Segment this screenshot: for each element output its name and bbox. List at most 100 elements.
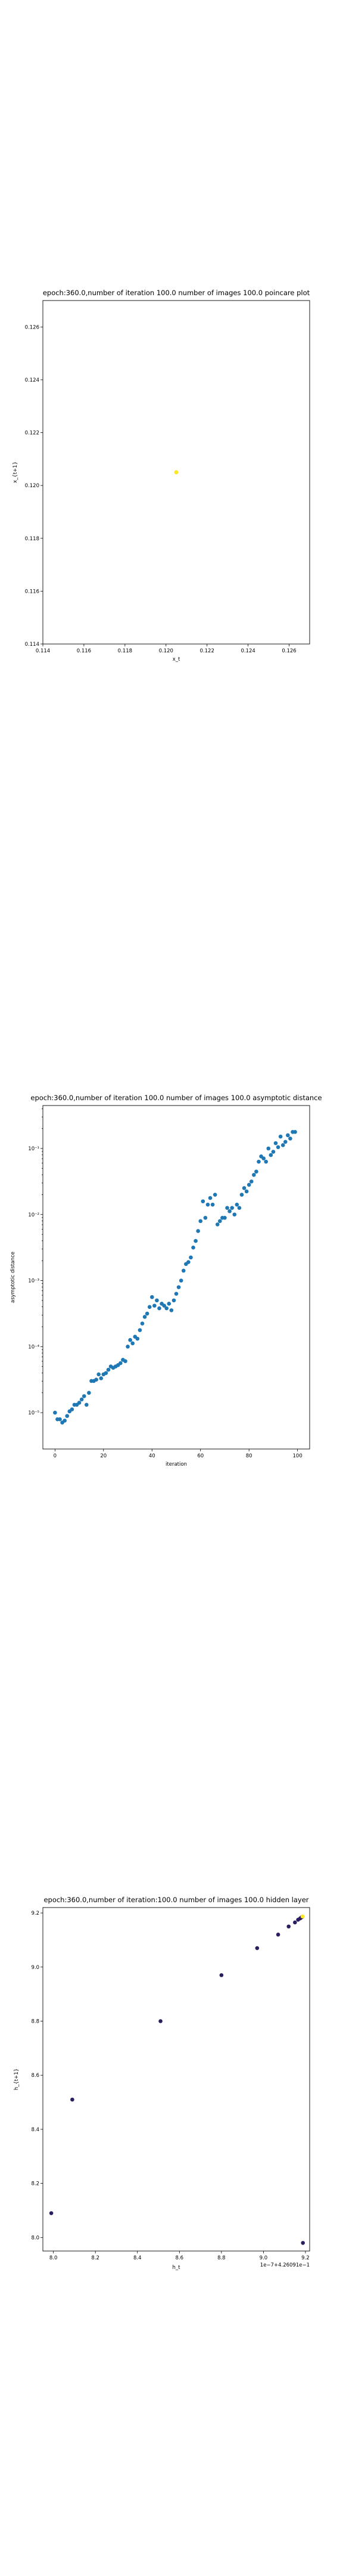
- data-point: [174, 1292, 179, 1296]
- data-point: [261, 1156, 266, 1160]
- data-point: [145, 1311, 149, 1316]
- data-point: [249, 1179, 254, 1184]
- data-point: [169, 1308, 174, 1312]
- data-point: [155, 1298, 159, 1303]
- data-point: [181, 1268, 186, 1273]
- data-point: [53, 1410, 57, 1415]
- data-point: [82, 1394, 86, 1398]
- data-point: [242, 1186, 247, 1190]
- y-axis-label: asymptotic distance: [10, 1252, 16, 1303]
- data-point: [77, 1401, 82, 1405]
- data-point: [239, 1193, 244, 1197]
- data-point: [158, 2019, 163, 2023]
- data-point: [186, 1260, 191, 1264]
- data-point: [213, 1193, 217, 1197]
- y-axis-label: h_{t+1}: [14, 2069, 20, 2090]
- data-point: [286, 1924, 291, 1929]
- data-point: [232, 1212, 237, 1217]
- y-tick-label: 8.6: [31, 2073, 39, 2079]
- data-point: [152, 1304, 157, 1308]
- data-point: [79, 1397, 84, 1402]
- x-tick-label: 0.116: [77, 648, 91, 654]
- data-point: [288, 1137, 292, 1141]
- data-point: [205, 1202, 210, 1207]
- data-point: [157, 1306, 161, 1311]
- data-point: [293, 1920, 297, 1925]
- y-tick-label: 10⁻⁵: [28, 1410, 39, 1416]
- data-point: [276, 1933, 280, 1937]
- data-point: [235, 1202, 239, 1207]
- asymptotic-title: epoch:360.0,number of iteration 100.0 nu…: [30, 1094, 322, 1102]
- data-point: [286, 1133, 290, 1138]
- y-tick-label: 0.126: [25, 324, 39, 330]
- poincare-axes-frame: [42, 300, 310, 645]
- data-point: [174, 470, 179, 475]
- y-tick-label: 0.114: [25, 642, 39, 648]
- data-point: [219, 1973, 224, 1977]
- data-point: [172, 1298, 176, 1303]
- data-point: [201, 1199, 205, 1203]
- hidden-layer-plot: epoch:360.0,number of iteration:100.0 nu…: [14, 1896, 310, 2271]
- y-tick-label: 10⁻⁴: [28, 1344, 39, 1350]
- data-point: [276, 1145, 280, 1150]
- y-tick-label: 0.116: [25, 589, 39, 595]
- data-point: [218, 1219, 222, 1224]
- data-point: [142, 1315, 147, 1319]
- y-tick-label: 10⁻¹: [28, 1146, 39, 1152]
- data-point: [254, 1169, 258, 1174]
- data-point: [247, 1182, 251, 1187]
- data-point: [257, 1159, 261, 1164]
- data-point: [135, 1336, 140, 1341]
- x-tick-label: 60: [197, 1453, 204, 1459]
- y-tick-label: 10⁻³: [28, 1278, 39, 1284]
- data-point: [271, 1150, 276, 1154]
- data-point: [194, 1239, 198, 1243]
- hidden-layer-axes-frame: [42, 1907, 310, 2252]
- data-point: [196, 1229, 200, 1233]
- data-point: [104, 1371, 108, 1375]
- poincare-title: epoch:360.0,number of iteration 100.0 nu…: [43, 289, 310, 297]
- data-point: [189, 1255, 193, 1260]
- x-tick-label: 8.4: [133, 2255, 142, 2261]
- data-point: [140, 1321, 145, 1326]
- y-tick-label: 0.120: [25, 483, 39, 489]
- x-tick-label: 80: [246, 1453, 252, 1459]
- data-point: [280, 1143, 285, 1147]
- data-point: [162, 1304, 166, 1308]
- poincare-plot: epoch:360.0,number of iteration 100.0 nu…: [13, 289, 310, 662]
- data-point: [300, 1914, 305, 1919]
- x-tick-label: 0.122: [200, 648, 214, 654]
- y-tick-label: 8.2: [31, 2181, 39, 2187]
- data-point: [176, 1285, 181, 1289]
- x-tick-label: 0.118: [118, 648, 132, 654]
- data-point: [227, 1209, 232, 1213]
- data-point: [106, 1367, 111, 1372]
- x-tick-label: 0.126: [282, 648, 296, 654]
- data-point: [119, 1361, 123, 1366]
- data-point: [210, 1202, 215, 1207]
- data-point: [123, 1359, 127, 1363]
- data-point: [167, 1302, 172, 1306]
- data-point: [269, 1153, 273, 1157]
- x-tick-label: 9.2: [301, 2255, 310, 2261]
- data-point: [63, 1419, 67, 1423]
- x-tick-label: 20: [100, 1453, 107, 1459]
- hidden-layer-title: epoch:360.0,number of iteration:100.0 nu…: [43, 1896, 308, 1904]
- data-point: [225, 1206, 229, 1210]
- data-point: [65, 1414, 70, 1418]
- x-axis-label: h_t: [173, 2265, 181, 2271]
- data-point: [223, 1216, 227, 1220]
- x-tick-label: 8.8: [217, 2255, 226, 2261]
- x-tick-label: 0.120: [159, 648, 173, 654]
- y-tick-label: 0.124: [25, 377, 39, 383]
- x-tick-label: 0.114: [36, 648, 50, 654]
- data-point: [244, 1189, 249, 1194]
- y-tick-label: 8.4: [31, 2127, 39, 2133]
- asymptotic-distance-plot: epoch:360.0,number of iteration 100.0 nu…: [10, 1094, 322, 1467]
- data-point: [126, 1345, 130, 1349]
- x-tick-label: 0: [54, 1453, 57, 1459]
- data-point: [301, 2241, 305, 2245]
- data-point: [128, 1337, 132, 1342]
- data-point: [58, 1417, 62, 1422]
- data-point: [94, 1377, 98, 1382]
